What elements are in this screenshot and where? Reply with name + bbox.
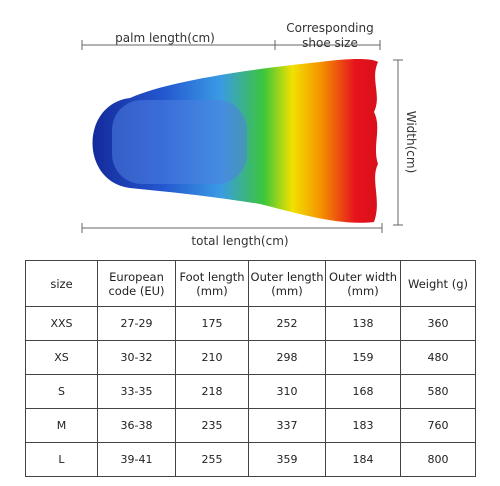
table-row: S 33-35 218 310 168 580 xyxy=(25,374,476,409)
table-cell: 184 xyxy=(325,442,401,477)
table-cell: 210 xyxy=(175,340,249,375)
header-text: (mm) xyxy=(196,283,228,298)
table-cell: 30-32 xyxy=(97,340,176,375)
header-text: (mm) xyxy=(271,283,303,298)
header-text: Outer length xyxy=(250,269,324,284)
table-cell: 298 xyxy=(248,340,326,375)
width-label: Width(cm) xyxy=(404,111,418,174)
table-cell: L xyxy=(25,442,98,477)
table-cell: 310 xyxy=(248,374,326,409)
table-cell: 337 xyxy=(248,408,326,443)
table-cell: 175 xyxy=(175,306,249,341)
table-cell: 800 xyxy=(400,442,476,477)
header-cell: Weight (g) xyxy=(400,260,476,307)
table-row: L 39-41 255 359 184 800 xyxy=(25,442,476,477)
foot-pocket xyxy=(112,100,247,184)
table-row: XXS 27-29 175 252 138 360 xyxy=(25,306,476,341)
header-text: Foot length xyxy=(179,269,245,284)
shoe-size-label: Corresponding xyxy=(286,21,374,35)
table-cell: 36-38 xyxy=(97,408,176,443)
table-cell: 39-41 xyxy=(97,442,176,477)
table-cell: 760 xyxy=(400,408,476,443)
table-cell: XS xyxy=(25,340,98,375)
header-text: European xyxy=(109,269,164,284)
table-cell: 27-29 xyxy=(97,306,176,341)
table-cell: XXS xyxy=(25,306,98,341)
size-table: size European code (EU) Foot length (mm) Oute… xyxy=(25,260,476,477)
table-cell: 33-35 xyxy=(97,374,176,409)
table-cell: 235 xyxy=(175,408,249,443)
header-row: size European code (EU) Foot length (mm) Oute… xyxy=(25,260,476,307)
table-cell: 168 xyxy=(325,374,401,409)
fin-diagram: palm length(cm) Corresponding shoe size … xyxy=(81,21,418,248)
shoe-size-label: shoe size xyxy=(302,36,358,50)
table-cell: 480 xyxy=(400,340,476,375)
table-cell: M xyxy=(25,408,98,443)
table-cell: 218 xyxy=(175,374,249,409)
header-text: code (EU) xyxy=(108,283,165,298)
header-text: Weight (g) xyxy=(408,276,468,291)
header-text: (mm) xyxy=(347,283,379,298)
header-cell: Foot length (mm) xyxy=(175,260,249,307)
table-cell: 183 xyxy=(325,408,401,443)
header-text: Outer width xyxy=(328,269,397,284)
header-cell: European code (EU) xyxy=(97,260,176,307)
table-cell: 580 xyxy=(400,374,476,409)
header-cell: Outer width (mm) xyxy=(325,260,401,307)
dimension-lines xyxy=(81,40,403,233)
table-cell: 138 xyxy=(325,306,401,341)
table-cell: 159 xyxy=(325,340,401,375)
header-text: size xyxy=(50,276,73,291)
palm-length-label: palm length(cm) xyxy=(115,31,215,45)
table-cell: S xyxy=(25,374,98,409)
table-cell: 252 xyxy=(248,306,326,341)
total-length-label: total length(cm) xyxy=(191,234,288,248)
table-row: XS 30-32 210 298 159 480 xyxy=(25,340,476,375)
table-cell: 360 xyxy=(400,306,476,341)
header-cell: Outer length (mm) xyxy=(248,260,326,307)
table-cell: 359 xyxy=(248,442,326,477)
table-row: M 36-38 235 337 183 760 xyxy=(25,408,476,443)
header-cell: size xyxy=(25,260,98,307)
table-cell: 255 xyxy=(175,442,249,477)
